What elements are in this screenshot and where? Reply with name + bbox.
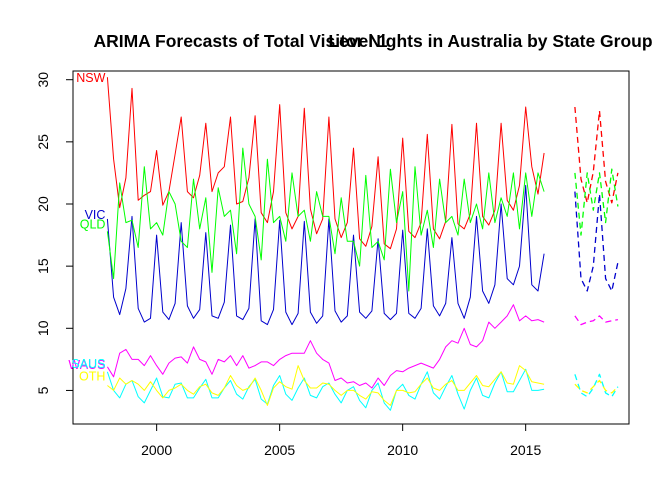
x-tick-label: 2010	[387, 442, 418, 458]
chart-title: ARIMA Forecasts of Total Visitor Nights …	[93, 31, 652, 51]
series-line-nsw	[106, 77, 545, 250]
series-layer	[106, 77, 619, 411]
series-label-vic: VIC	[85, 208, 106, 222]
forecast-line-qld	[574, 168, 619, 236]
series-label-nsw: NSW	[76, 71, 105, 85]
y-tick-label: 20	[35, 196, 51, 212]
forecast-line-oth	[574, 379, 619, 394]
x-tick-label: 2005	[264, 442, 295, 458]
series-label-saus: SAUS	[71, 357, 105, 371]
y-tick-label: 15	[35, 258, 51, 274]
series-label-oth: OTH	[79, 369, 105, 383]
forecast-line-waus	[574, 315, 619, 326]
x-tick-label: 2015	[510, 442, 541, 458]
x-tick-label: 2000	[141, 442, 172, 458]
series-line-saus	[106, 368, 545, 411]
series-line-qld	[106, 147, 545, 292]
series-line-waus	[106, 304, 545, 389]
y-tick-label: 5	[35, 386, 51, 394]
y-tick-label: 10	[35, 320, 51, 336]
y-tick-label: 30	[35, 72, 51, 88]
y-tick-label: 25	[35, 134, 51, 150]
series-label-waus: WAUS	[68, 358, 105, 372]
axes-layer: 2000 2005 2010 2015 5 10 15 20 25 30	[35, 72, 541, 458]
forecast-line-saus	[574, 373, 619, 398]
series-line-oth	[107, 365, 545, 406]
chart-title-overlay: Level 1	[328, 31, 388, 51]
series-label-qld: QLD	[80, 217, 106, 231]
forecast-line-vic	[574, 191, 619, 292]
